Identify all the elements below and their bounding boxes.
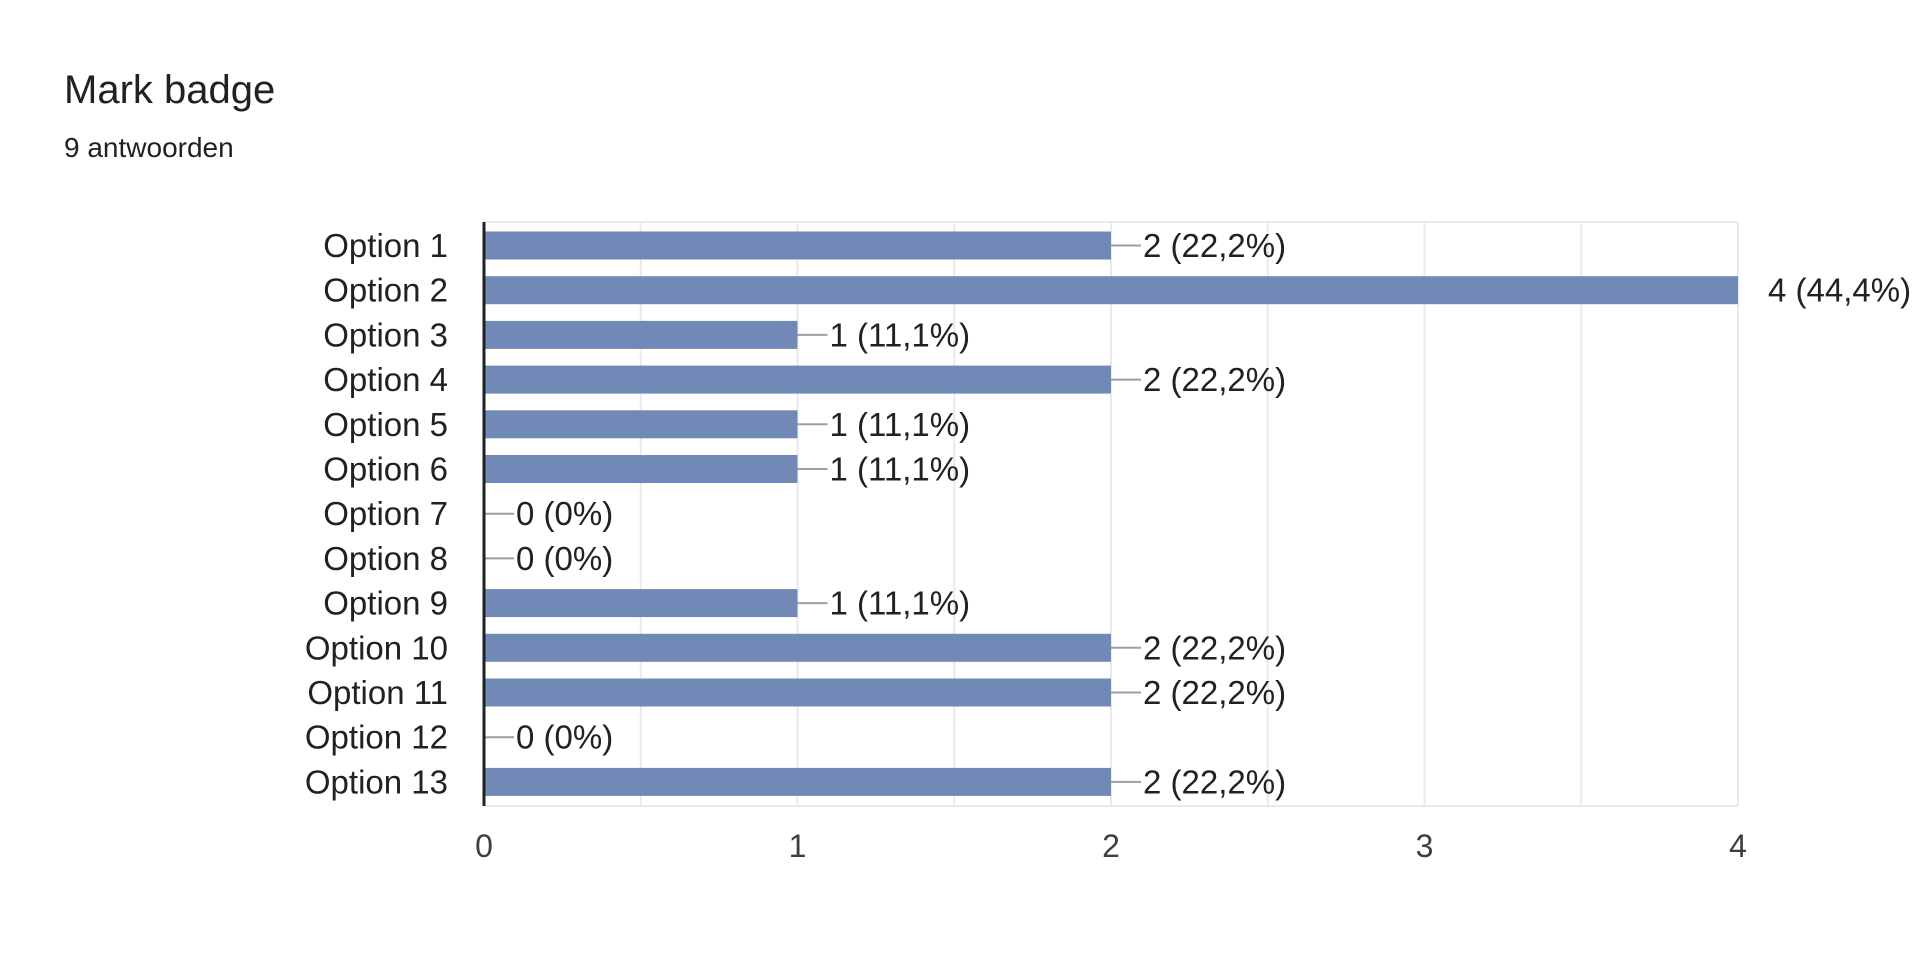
bar (484, 231, 1111, 260)
bar (484, 633, 1111, 662)
category-label: Option 3 (323, 316, 448, 353)
data-label: 4 (44,4%) (1768, 272, 1911, 309)
data-label: 0 (0%) (516, 495, 613, 532)
bar (484, 320, 798, 349)
category-label: Option 5 (323, 406, 448, 443)
x-tick-label: 4 (1729, 828, 1747, 864)
data-label: 1 (11,1%) (830, 585, 971, 622)
data-label: 0 (0%) (516, 719, 613, 756)
category-label: Option 8 (323, 540, 448, 577)
bar (484, 678, 1111, 707)
x-tick-label: 1 (789, 828, 807, 864)
category-label: Option 6 (323, 451, 448, 488)
category-label: Option 12 (305, 719, 448, 756)
response-count: 9 antwoorden (64, 132, 234, 163)
category-label: Option 9 (323, 585, 448, 622)
data-label: 2 (22,2%) (1143, 763, 1286, 800)
category-label: Option 11 (307, 674, 448, 711)
bar (484, 589, 798, 618)
category-label: Option 10 (305, 629, 448, 666)
category-label: Option 7 (323, 495, 448, 532)
data-label: 2 (22,2%) (1143, 674, 1286, 711)
category-label: Option 13 (305, 763, 448, 800)
x-tick-label: 3 (1416, 828, 1434, 864)
x-tick-label: 0 (475, 828, 493, 864)
data-label: 1 (11,1%) (830, 451, 971, 488)
category-label: Option 1 (323, 227, 448, 264)
bar (484, 455, 798, 483)
bar (484, 276, 1738, 305)
bar (484, 410, 798, 439)
category-label: Option 4 (323, 361, 448, 398)
data-label: 2 (22,2%) (1143, 227, 1286, 264)
category-label: Option 2 (323, 272, 448, 309)
bar (484, 767, 1111, 796)
bar (484, 365, 1111, 394)
data-label: 2 (22,2%) (1143, 361, 1286, 398)
x-tick-label: 2 (1102, 828, 1120, 864)
chart-header: Mark badge 9 antwoorden (64, 62, 275, 168)
data-label: 0 (0%) (516, 540, 613, 577)
chart-title: Mark badge (64, 68, 276, 112)
data-label: 1 (11,1%) (830, 316, 971, 353)
data-label: 2 (22,2%) (1143, 629, 1286, 666)
data-label: 1 (11,1%) (830, 406, 971, 443)
